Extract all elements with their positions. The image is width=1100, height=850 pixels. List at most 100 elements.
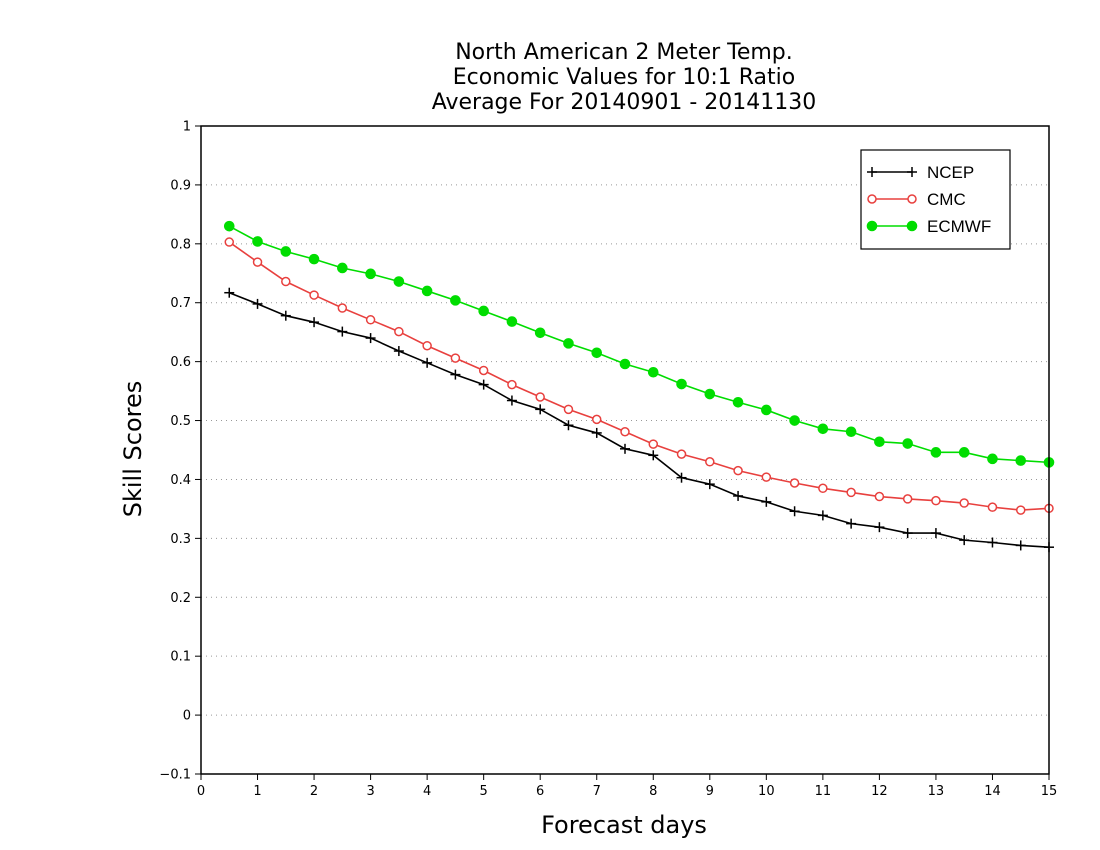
legend-label-ncep: NCEP [927, 163, 974, 182]
data-point-cmc [846, 487, 856, 498]
data-point-cmc [705, 457, 715, 467]
y-tick-label: 0 [183, 709, 191, 724]
chart-title-line-2: Economic Values for 10:1 Ratio [453, 65, 795, 90]
legend-label-cmc: CMC [927, 190, 966, 209]
series-group [223, 220, 1055, 553]
series-line-cmc [228, 241, 1050, 511]
series-ncep [224, 287, 1054, 553]
data-point-ncep [309, 317, 320, 328]
data-point-ncep [761, 496, 772, 507]
data-point-ecmwf [365, 268, 376, 280]
data-point-cmc [563, 404, 574, 415]
data-point-cmc [535, 392, 545, 402]
x-tick-label: 15 [1041, 784, 1058, 799]
data-point-ecmwf [874, 436, 885, 448]
data-point-ecmwf [930, 447, 942, 458]
legend-item-cmc: CMC [867, 190, 966, 209]
data-point-ecmwf [337, 262, 348, 274]
y-tick-label: −0.1 [159, 768, 191, 783]
data-point-cmc [450, 353, 461, 363]
data-point-ncep [591, 427, 602, 438]
data-point-cmc [733, 465, 743, 476]
data-point-ncep [365, 333, 376, 344]
data-point-ncep [393, 346, 404, 357]
plot-frame [200, 125, 1050, 775]
x-tick-label: 8 [649, 784, 657, 799]
y-tick-label: 0.9 [170, 178, 191, 193]
y-axis-label: Skill Scores [119, 381, 147, 518]
data-point-ecmwf [958, 447, 970, 458]
data-point-cmc [648, 439, 659, 449]
data-point-ncep [874, 522, 885, 533]
data-point-ncep [676, 472, 687, 483]
y-tick-label: 0.2 [170, 591, 191, 606]
data-point-cmc [422, 340, 432, 351]
data-point-cmc [931, 495, 941, 506]
y-tick-label: 0.5 [170, 414, 191, 429]
x-tick-label: 10 [758, 784, 775, 799]
data-point-cmc [365, 315, 376, 325]
data-point-cmc [591, 414, 602, 425]
legend-marker-ecmwf [906, 220, 918, 232]
data-point-ncep [987, 537, 998, 548]
data-point-ecmwf [591, 347, 603, 359]
x-tick-label: 14 [984, 784, 1001, 799]
data-point-cmc [309, 290, 319, 300]
data-point-ncep [620, 443, 630, 454]
data-point-ncep [563, 420, 574, 431]
data-point-ncep [422, 357, 433, 368]
data-point-ecmwf [308, 253, 320, 265]
data-point-ecmwf [817, 423, 829, 435]
x-tick-label: 1 [253, 784, 261, 799]
data-point-cmc [761, 472, 772, 482]
x-tick-label: 9 [706, 784, 714, 799]
data-point-ecmwf [845, 426, 857, 438]
y-tick-label: 0.4 [170, 473, 191, 488]
x-tick-label: 12 [871, 784, 888, 799]
data-point-cmc [987, 502, 998, 512]
data-point-cmc [507, 379, 517, 390]
data-point-ecmwf [450, 295, 461, 306]
series-line-ecmwf [228, 225, 1050, 464]
data-point-cmc [818, 483, 828, 494]
y-tick-label: 0.1 [170, 650, 191, 665]
data-point-ncep [535, 404, 546, 415]
data-point-ncep [704, 479, 715, 490]
x-tick-label: 2 [310, 784, 318, 799]
legend-marker-cmc [867, 194, 877, 204]
x-tick-label: 11 [815, 784, 832, 799]
data-point-cmc [676, 449, 687, 459]
data-point-ncep [450, 369, 461, 380]
legend: NCEP CMC ECMWF [860, 149, 1011, 250]
data-point-cmc [337, 303, 348, 313]
data-point-ncep [252, 298, 263, 309]
y-tick-label: 0.6 [170, 355, 191, 370]
data-point-ncep [902, 528, 913, 539]
legend-item-ecmwf: ECMWF [866, 217, 991, 236]
data-point-cmc [478, 365, 489, 376]
data-point-ecmwf [676, 378, 687, 390]
data-point-cmc [959, 498, 969, 508]
data-point-ncep [280, 310, 291, 321]
data-point-ncep [959, 535, 970, 546]
series-line-ncep [228, 291, 1050, 548]
x-tick-label: 3 [366, 784, 374, 799]
x-tick-label: 0 [197, 784, 205, 799]
data-point-ncep [789, 506, 800, 517]
data-point-ncep [817, 510, 828, 521]
data-point-ecmwf [987, 453, 998, 465]
data-point-ecmwf [647, 366, 659, 378]
legend-marker-ecmwf [866, 220, 878, 232]
y-tick-label: 0.7 [170, 296, 191, 311]
data-point-ncep [1015, 540, 1026, 551]
data-point-ecmwf [1015, 455, 1027, 466]
data-point-ncep [478, 379, 489, 390]
chart-title-line-1: North American 2 Meter Temp. [455, 40, 793, 65]
data-point-cmc [620, 426, 630, 437]
legend-item-ncep: NCEP [867, 163, 974, 182]
data-point-ncep [930, 528, 941, 539]
legend-marker-ncep [907, 167, 917, 177]
x-axis-ticks: 0 1 2 3 4 5 6 7 8 9 10 11 12 13 14 15 [197, 774, 1057, 799]
data-point-ecmwf [252, 236, 263, 247]
